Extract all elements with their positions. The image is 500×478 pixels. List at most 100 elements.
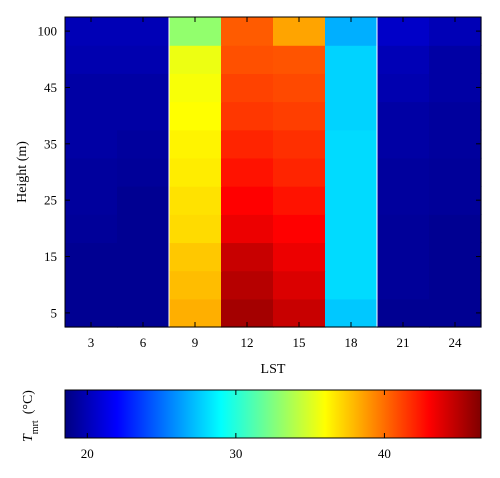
heatmap-cell xyxy=(325,129,378,159)
heatmap-cell xyxy=(377,73,430,103)
heatmap-cell xyxy=(325,214,378,244)
heatmap-cell xyxy=(169,186,222,215)
x-tick-label: 15 xyxy=(293,335,306,350)
heatmap-cell xyxy=(221,270,274,300)
heatmap-cell xyxy=(169,214,222,244)
heatmap-cell xyxy=(377,242,430,272)
heatmap-cell xyxy=(429,186,482,215)
heatmap-cell xyxy=(429,45,482,74)
heatmap-cell xyxy=(325,157,378,187)
heatmap-cell xyxy=(117,186,170,215)
heatmap-cell xyxy=(117,214,170,244)
colorbar xyxy=(64,389,482,439)
heatmap-cell xyxy=(325,101,378,131)
heatmap-cell xyxy=(169,73,222,103)
heatmap-cell xyxy=(429,214,482,244)
colorbar-label: Tmrt (°C) xyxy=(21,390,41,442)
x-tick-label: 3 xyxy=(88,335,95,350)
colorbar-tick-label: 40 xyxy=(378,446,391,461)
y-tick-label: 35 xyxy=(44,136,57,151)
x-tick-label: 18 xyxy=(345,335,358,350)
x-tick-label: 12 xyxy=(241,335,254,350)
heatmap-cell xyxy=(117,242,170,272)
heatmap-cell xyxy=(273,101,326,131)
heatmap-cell xyxy=(65,73,118,103)
heatmap-cell xyxy=(429,242,482,272)
heatmap-cell xyxy=(429,129,482,159)
heatmap-cell xyxy=(221,45,274,74)
heatmap-cell xyxy=(273,45,326,74)
heatmap-cell xyxy=(377,157,430,187)
heatmap-cell xyxy=(65,101,118,131)
heatmap-cell xyxy=(273,270,326,300)
heatmap-cell xyxy=(169,157,222,187)
y-tick-label: 100 xyxy=(38,24,58,39)
heatmap-cell xyxy=(221,242,274,272)
x-tick-label: 24 xyxy=(449,335,463,350)
heatmap-cell xyxy=(429,101,482,131)
x-tick-label: 6 xyxy=(140,335,147,350)
heatmap-cell xyxy=(377,45,430,74)
heatmap-cell xyxy=(325,270,378,300)
heatmap-cell xyxy=(377,101,430,131)
heatmap-cell xyxy=(377,186,430,215)
heatmap-cell xyxy=(377,270,430,300)
heatmap-cell xyxy=(273,186,326,215)
y-axis-ticks: 5 15 25 35 45 100 xyxy=(38,24,481,320)
heatmap-cell xyxy=(273,129,326,159)
plot-frame xyxy=(64,16,482,328)
x-tick-label: 9 xyxy=(192,335,199,350)
x-axis-label: LST xyxy=(261,362,286,377)
heatmap-cell xyxy=(377,214,430,244)
heatmap-cell xyxy=(221,157,274,187)
y-tick-label: 5 xyxy=(51,305,58,320)
heatmap-cell xyxy=(169,101,222,131)
heatmap-cell xyxy=(429,73,482,103)
colorbar-label-sub: mrt xyxy=(30,420,41,434)
x-axis-ticks: 3 6 9 12 15 18 21 24 xyxy=(88,17,462,350)
y-axis-label: Height (m) xyxy=(15,141,30,203)
heatmap-cell xyxy=(325,242,378,272)
heatmap-cell xyxy=(65,129,118,159)
heatmap-cell xyxy=(325,45,378,74)
heatmap-cell xyxy=(117,101,170,131)
heatmap-cell xyxy=(169,270,222,300)
heatmap-cell xyxy=(65,214,118,244)
colorbar-tick-label: 20 xyxy=(81,446,94,461)
heatmap-cell xyxy=(273,157,326,187)
heatmap-cell xyxy=(429,157,482,187)
heatmap-cell xyxy=(325,73,378,103)
heatmap-cell xyxy=(169,242,222,272)
heatmap-cell xyxy=(273,242,326,272)
heatmap-cell xyxy=(273,73,326,103)
heatmap-cell xyxy=(117,270,170,300)
colorbar-ticks: 20 30 40 xyxy=(81,390,391,461)
y-tick-label: 25 xyxy=(44,193,57,208)
heatmap-cell xyxy=(221,73,274,103)
heatmap-cell xyxy=(117,129,170,159)
heatmap-cell xyxy=(65,157,118,187)
heatmap-cell xyxy=(429,270,482,300)
heatmap-cell xyxy=(117,157,170,187)
heatmap-cell xyxy=(169,129,222,159)
y-tick-label: 15 xyxy=(44,249,57,264)
heatmap-cell xyxy=(273,214,326,244)
heatmap-cell xyxy=(325,186,378,215)
colorbar-label-unit: (°C) xyxy=(21,390,36,415)
heatmap-cell xyxy=(169,45,222,74)
heatmap-cell xyxy=(377,129,430,159)
colorbar-label-main: T xyxy=(21,433,36,442)
heatmap-cell xyxy=(117,73,170,103)
heatmap-cell xyxy=(221,214,274,244)
heatmap-cell xyxy=(221,186,274,215)
heatmap-cell xyxy=(65,270,118,300)
heatmap-cell xyxy=(117,45,170,74)
heatmap-cell xyxy=(221,129,274,159)
x-tick-label: 21 xyxy=(397,335,410,350)
colorbar-tick-label: 30 xyxy=(229,446,242,461)
heatmap-cell xyxy=(65,242,118,272)
heatmap-cell xyxy=(65,186,118,215)
heatmap-cell xyxy=(65,45,118,74)
y-tick-label: 45 xyxy=(44,80,57,95)
